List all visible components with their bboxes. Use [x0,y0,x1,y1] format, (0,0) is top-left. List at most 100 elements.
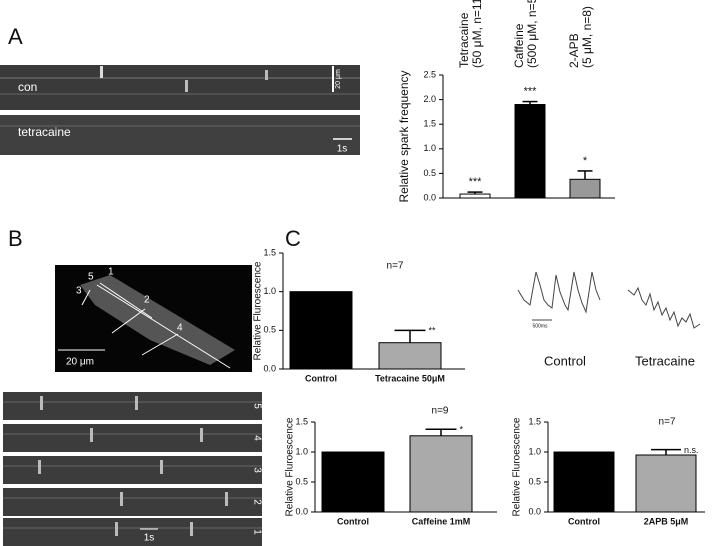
category-label: Tetracaine 50μM [375,373,445,383]
y-tick-label: 0.5 [423,168,436,178]
scan-lines [81,282,231,369]
panel-label: A [8,24,23,49]
y-tick-label: 0.5 [528,476,541,486]
strip-image [3,518,262,546]
category-label: (5 μM, n=8) [580,6,594,68]
category-label: Control [337,516,369,526]
strips: 5 4 3 2 1 [3,392,262,546]
scale-label: 500ms [532,323,548,329]
trace-label: Tetracaine [635,353,695,368]
strip-image [3,488,262,516]
spark [135,396,138,410]
spark [90,428,93,442]
y-tick-label: 0.0 [295,506,308,516]
line-label: 3 [76,286,82,297]
linescan-label: con [18,80,37,94]
category-label: Control [568,516,600,526]
strip-label: 4 [251,435,262,441]
y-tick-label: 0.5 [295,476,308,486]
y-tick-label: 0.0 [263,363,276,373]
line-label: 1 [108,267,114,278]
bar [635,454,697,513]
scale-label: 20 μm [66,357,94,368]
y-tick-label: 2.0 [423,94,436,104]
spark [115,522,118,536]
spark [38,460,41,474]
cell [80,275,235,365]
strip-image [3,424,262,452]
line-label: 4 [177,323,183,334]
scale-label: 1s [144,533,155,544]
linescan-image [0,115,360,155]
spark [120,492,123,506]
spark [160,460,163,474]
significance: * [460,425,464,435]
spark [100,66,103,78]
trace [517,271,601,314]
y-tick-label: 1.0 [295,446,308,456]
line-label: 2 [144,295,150,306]
significance: *** [524,85,538,97]
y-tick-label: 1.5 [295,416,308,426]
y-axis-label: Relative spark frequency [397,70,411,202]
y-axis-label: Relative Fluroescence [253,261,264,360]
bar [378,342,442,370]
y-axis-label: Relative Fluroescence [512,417,523,516]
scale-label: 1s [337,144,348,155]
y-tick-label: 1.5 [263,247,276,257]
annotation: n=9 [432,406,449,417]
category-label: 2APB 5μM [644,516,689,526]
category-label: (500 μM, n=5) [525,0,539,68]
y-tick-label: 0.5 [263,325,276,335]
category-label: (50 μM, n=11) [470,0,484,68]
y-tick-label: 0.0 [423,192,436,202]
significance: ** [429,326,437,336]
y-tick-label: 2.5 [423,69,436,79]
category-label: 2-APB [567,33,581,68]
spark [225,492,228,506]
linescan-label: tetracaine [18,125,71,139]
strip-image [3,392,262,420]
category-label: Tetracaine [457,12,471,68]
y-tick-label: 1.0 [423,143,436,153]
trace-label: Control [544,353,586,368]
spark [185,80,188,92]
annotation: n=7 [387,261,404,272]
category-label: Caffeine 1mM [412,516,471,526]
scale-label: 20 μm [335,69,342,89]
bar [459,193,491,199]
annotation: n=7 [659,417,676,428]
category-label: Caffeine [512,23,526,68]
significance: * [583,155,588,167]
spark [200,428,203,442]
linescan-image [0,65,360,110]
charts: 0.0 0.5 1.0 1.5 2.0 2.5 Relative spark frequen… [253,0,705,526]
spark [190,522,193,536]
significance: *** [469,176,483,188]
strip-image [3,456,262,484]
category-label: Control [305,373,337,383]
bar [321,451,385,513]
bar [289,291,353,370]
spark [265,70,268,80]
bar [409,435,473,513]
y-tick-label: 1.5 [423,119,436,129]
bar [514,104,546,199]
strip-label: 3 [251,467,262,473]
panel-label: B [8,226,23,251]
bar [553,451,615,513]
y-tick-label: 0.0 [528,506,541,516]
strip-label: 1 [251,529,262,535]
line-label: 5 [88,272,94,283]
trace [627,286,701,329]
y-axis-label: Relative Fluroescence [285,417,296,516]
bar [569,178,601,199]
y-tick-label: 1.0 [528,446,541,456]
spark [40,396,43,410]
panel-label: C [285,226,301,251]
significance: n.s. [684,445,699,455]
strip-label: 2 [251,499,262,505]
y-tick-label: 1.5 [528,416,541,426]
strip-label: 5 [251,403,262,409]
